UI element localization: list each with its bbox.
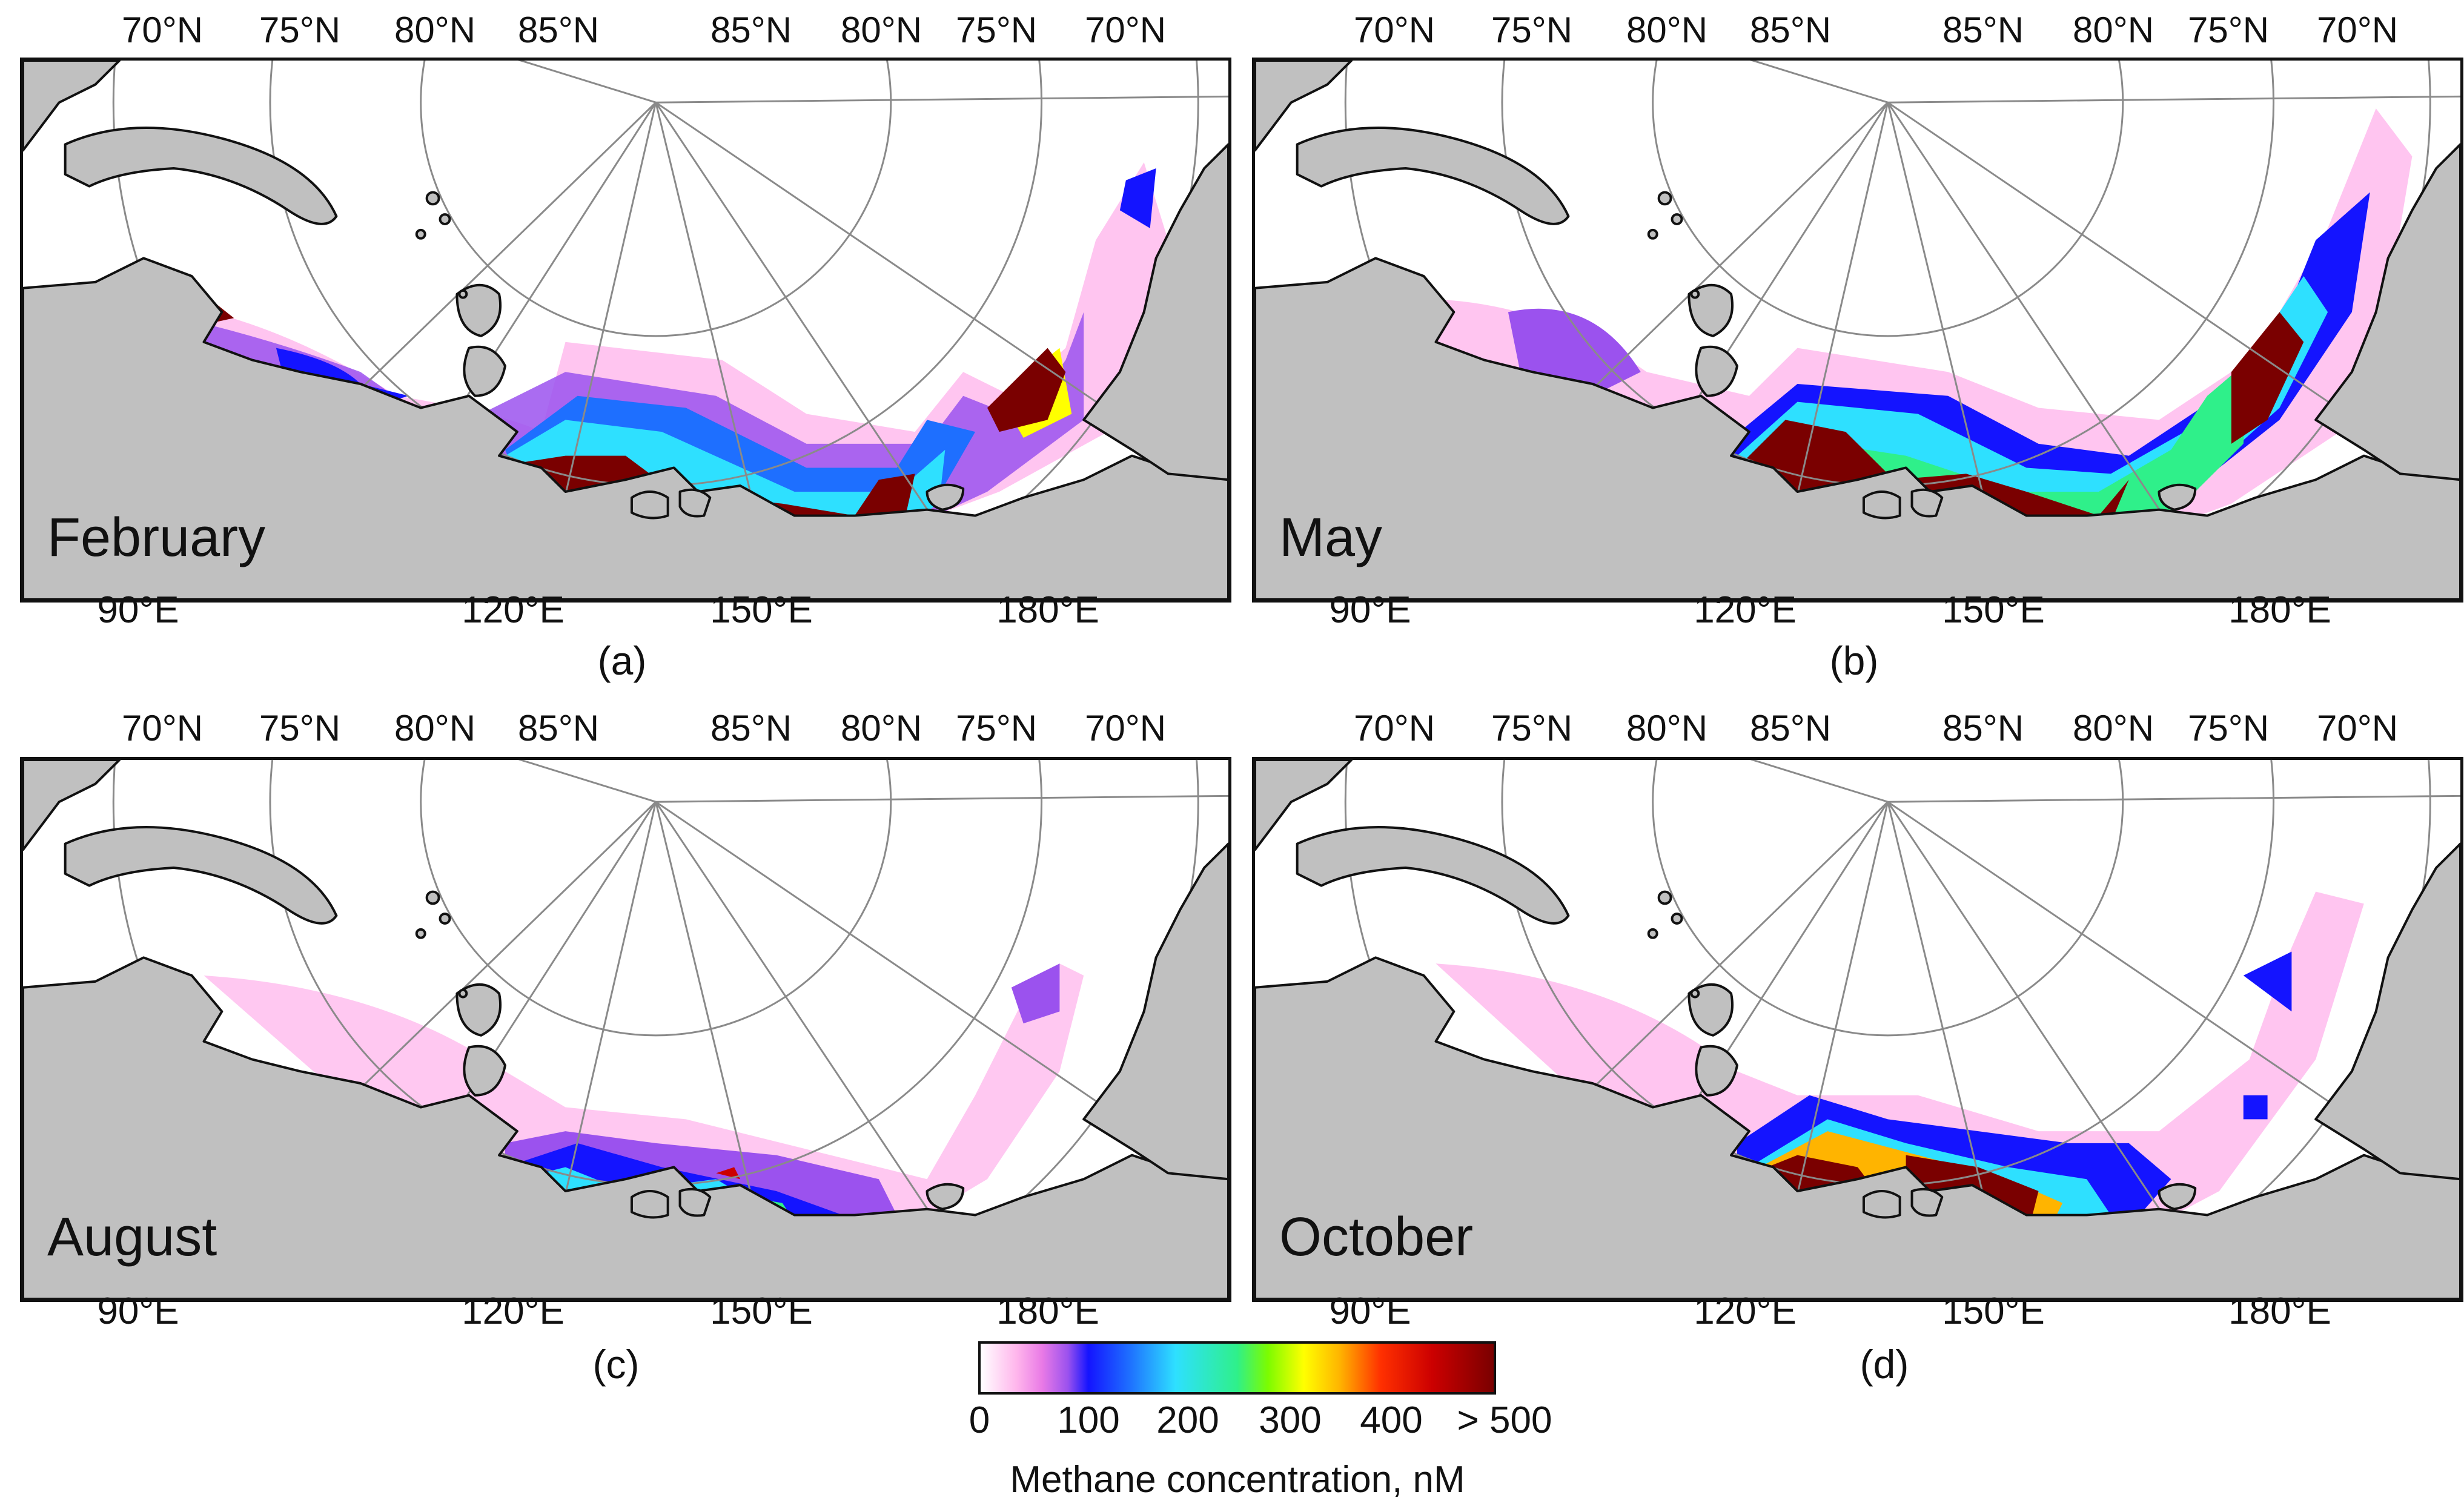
- lat-label: 70°N: [2316, 708, 2399, 748]
- lat-label: 70°N: [1353, 708, 1436, 748]
- colorbar: [978, 1341, 1496, 1395]
- lat-label: 80°N: [394, 708, 476, 748]
- colorbar-tick: 100: [1057, 1399, 1120, 1441]
- month-label: October: [1279, 1207, 1474, 1267]
- lat-label: 80°N: [1626, 10, 1708, 50]
- panel-label-c: (c): [592, 1342, 640, 1387]
- colorbar-title: Methane concentration, nM: [1010, 1459, 1465, 1501]
- lon-label: 180°E: [996, 589, 1099, 631]
- lat-label: 70°N: [1084, 10, 1167, 50]
- map-panel-august: August: [20, 757, 1231, 1302]
- arctic-map-february: [23, 61, 1228, 599]
- map-panel-february: February: [20, 58, 1231, 603]
- lat-label: 75°N: [1491, 10, 1573, 50]
- panel-label-d: (d): [1860, 1342, 1909, 1387]
- lon-label: 120°E: [462, 589, 565, 631]
- lat-label: 75°N: [2187, 708, 2270, 748]
- panel-label-a: (a): [597, 638, 647, 683]
- lon-label: 150°E: [710, 589, 813, 631]
- lon-label: 120°E: [1694, 589, 1797, 631]
- lat-label: 85°N: [1942, 10, 2024, 50]
- lon-label: 180°E: [996, 1290, 1099, 1332]
- month-label: August: [47, 1207, 217, 1267]
- lon-label: 120°E: [462, 1290, 565, 1332]
- colorbar-tick: 0: [969, 1399, 990, 1441]
- lat-label: 80°N: [394, 10, 476, 50]
- lon-label: 150°E: [1942, 589, 2045, 631]
- lon-label: 150°E: [710, 1290, 813, 1332]
- lon-label: 180°E: [2228, 589, 2331, 631]
- colorbar-tick: 400: [1360, 1399, 1423, 1441]
- lat-label: 85°N: [1942, 708, 2024, 748]
- lat-label: 70°N: [2316, 10, 2399, 50]
- lat-label: 85°N: [1749, 10, 1832, 50]
- arctic-map-october: [1255, 760, 2460, 1299]
- panel-label-b: (b): [1829, 638, 1879, 683]
- lon-label: 90°E: [97, 589, 179, 631]
- lat-label: 80°N: [2072, 10, 2154, 50]
- lat-label: 75°N: [259, 708, 341, 748]
- lat-label: 80°N: [840, 10, 922, 50]
- map-panel-october: October: [1252, 757, 2463, 1302]
- lat-label: 80°N: [2072, 708, 2154, 748]
- lat-label: 85°N: [1749, 708, 1832, 748]
- colorbar-tick: 200: [1156, 1399, 1219, 1441]
- lat-label: 75°N: [259, 10, 341, 50]
- lon-label: 150°E: [1942, 1290, 2045, 1332]
- lat-label: 85°N: [517, 10, 600, 50]
- arctic-map-august: [23, 760, 1228, 1299]
- lat-label: 75°N: [2187, 10, 2270, 50]
- lat-label: 85°N: [710, 10, 792, 50]
- lon-label: 120°E: [1694, 1290, 1797, 1332]
- lat-label: 70°N: [121, 708, 204, 748]
- lat-label: 70°N: [121, 10, 204, 50]
- lon-label: 90°E: [97, 1290, 179, 1332]
- lat-label: 85°N: [517, 708, 600, 748]
- lat-label: 75°N: [955, 708, 1038, 748]
- lat-label: 75°N: [955, 10, 1038, 50]
- month-label: February: [47, 507, 266, 568]
- lat-label: 85°N: [710, 708, 792, 748]
- map-panel-may: May: [1252, 58, 2463, 603]
- lon-label: 90°E: [1329, 1290, 1411, 1332]
- lat-label: 75°N: [1491, 708, 1573, 748]
- month-label: May: [1279, 507, 1383, 568]
- lat-label: 80°N: [1626, 708, 1708, 748]
- lat-label: 80°N: [840, 708, 922, 748]
- colorbar-tick: 300: [1259, 1399, 1322, 1441]
- lon-label: 180°E: [2228, 1290, 2331, 1332]
- lat-label: 70°N: [1353, 10, 1436, 50]
- lon-label: 90°E: [1329, 589, 1411, 631]
- arctic-map-may: [1255, 61, 2460, 599]
- colorbar-tick: > 500: [1457, 1399, 1552, 1441]
- lat-label: 70°N: [1084, 708, 1167, 748]
